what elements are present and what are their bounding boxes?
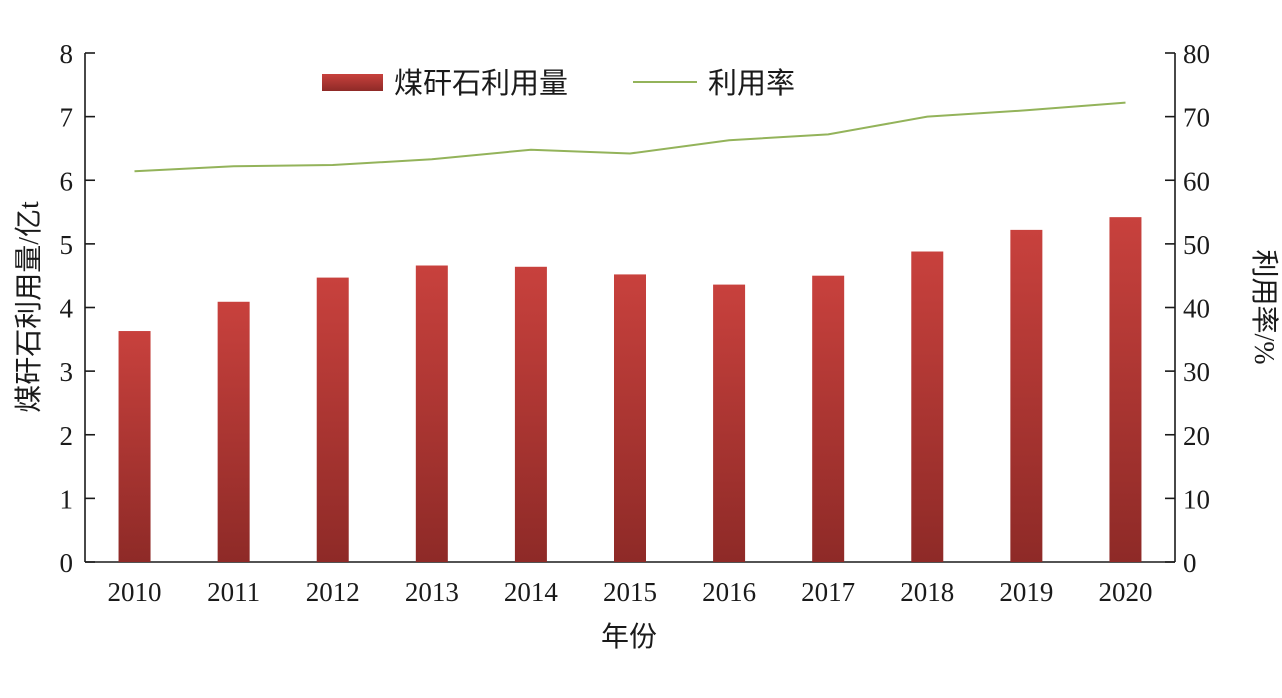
bar <box>1109 217 1142 562</box>
right-tick-label: 50 <box>1183 230 1210 260</box>
x-axis-title: 年份 <box>601 621 657 653</box>
left-tick-label: 2 <box>60 421 74 451</box>
bar <box>514 266 547 562</box>
right-tick-label: 30 <box>1183 357 1210 387</box>
bar <box>1010 229 1043 562</box>
right-tick-label: 70 <box>1183 103 1210 133</box>
right-tick-label: 20 <box>1183 421 1210 451</box>
bar <box>316 277 349 562</box>
right-tick-label: 80 <box>1183 39 1210 69</box>
bar <box>217 301 250 562</box>
utilization-rate-line <box>134 101 1126 173</box>
right-tick-label: 10 <box>1183 484 1210 514</box>
right-tick-label: 40 <box>1183 294 1210 324</box>
right-tick-label: 60 <box>1183 166 1210 196</box>
x-tick-label: 2010 <box>108 577 162 607</box>
x-tick-label: 2019 <box>999 577 1053 607</box>
bar <box>812 275 845 562</box>
right-y-ticks: 0 10 20 30 40 50 60 70 80 <box>1165 39 1210 578</box>
left-tick-label: 3 <box>60 357 74 387</box>
legend-line-label: 利用率 <box>708 67 795 100</box>
bar <box>415 265 448 562</box>
left-tick-label: 0 <box>60 548 74 578</box>
left-tick-label: 6 <box>60 166 74 196</box>
x-tick-label: 2020 <box>1098 577 1152 607</box>
legend: 煤矸石利用量 利用率 <box>322 67 795 100</box>
x-tick-label: 2016 <box>702 577 756 607</box>
x-tick-label: 2012 <box>306 577 360 607</box>
x-tick-label: 2014 <box>504 577 559 607</box>
left-tick-label: 4 <box>60 294 74 324</box>
x-tick-label: 2018 <box>900 577 954 607</box>
right-tick-label: 0 <box>1183 548 1197 578</box>
legend-bar-label: 煤矸石利用量 <box>394 67 568 100</box>
bar <box>614 274 646 562</box>
left-tick-label: 7 <box>60 103 74 133</box>
left-tick-label: 1 <box>60 484 74 514</box>
bar <box>911 251 944 562</box>
x-tick-label: 2011 <box>207 577 260 607</box>
left-tick-label: 5 <box>60 230 74 260</box>
x-ticks: 2010 2011 2012 2013 2014 2015 2016 2017 2018 2019… <box>108 577 1153 607</box>
right-y-axis-title: 利用率/% <box>1248 249 1280 364</box>
x-tick-label: 2017 <box>801 577 855 607</box>
x-tick-label: 2015 <box>603 577 657 607</box>
bar-series <box>118 217 1142 562</box>
x-tick-label: 2013 <box>405 577 459 607</box>
line-series-group <box>134 101 1126 173</box>
left-y-axis-title: 煤矸石利用量/亿t <box>13 201 45 413</box>
left-y-ticks: 0 1 2 3 4 5 6 7 8 <box>60 39 95 578</box>
legend-bar-swatch <box>322 74 383 91</box>
bar <box>118 331 151 562</box>
left-tick-label: 8 <box>60 39 74 69</box>
bar <box>713 284 746 562</box>
